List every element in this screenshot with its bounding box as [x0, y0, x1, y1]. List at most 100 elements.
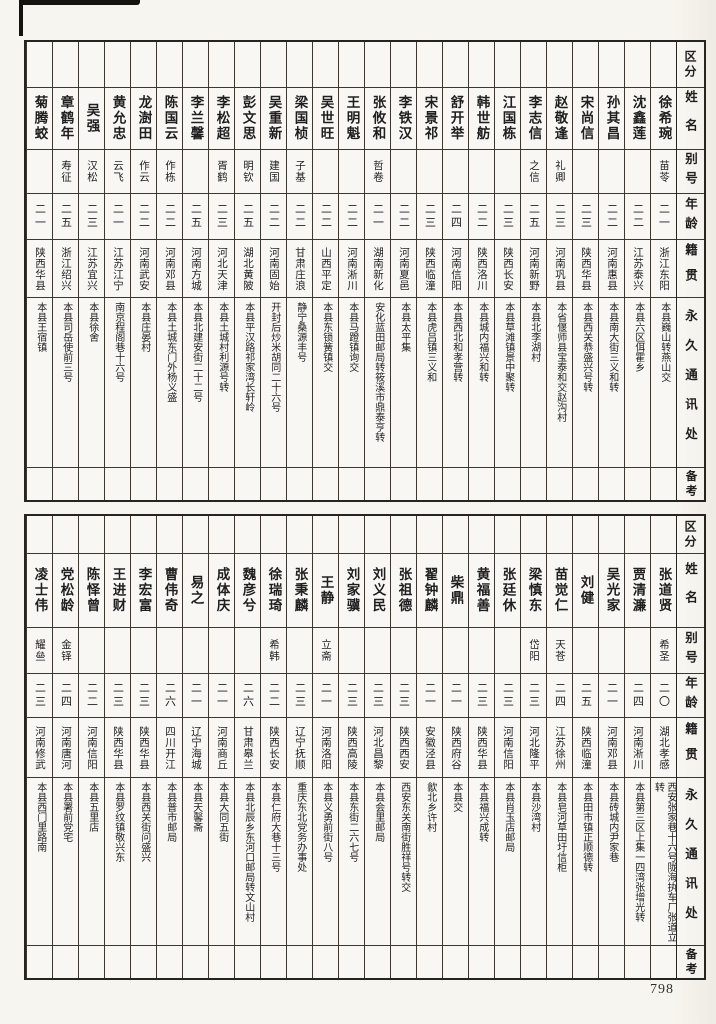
alias-cell [417, 628, 442, 674]
remark-cell [339, 946, 364, 978]
alias-cell: 耀亝 [27, 628, 52, 674]
category-cell [573, 516, 598, 554]
person-column: 张秉麟 二三 辽宁抚顺 重庆东北党务办事处 [286, 516, 312, 978]
category-cell [79, 516, 104, 554]
remark-cell [495, 468, 520, 500]
name-cell: 徐希琬 [651, 88, 676, 150]
name-cell: 韩世舫 [469, 88, 494, 150]
scan-artifact-left [19, 0, 23, 36]
address-cell: 本县砖城内尹家巷 [599, 778, 624, 946]
category-cell [313, 516, 338, 554]
remark-cell [313, 468, 338, 500]
address-cell: 本县司岳使前三号 [53, 298, 78, 468]
origin-cell: 陕西华县 [131, 718, 156, 778]
person-column: 梁国桢 子基 二二 甘肃庄浪 静宁桑源丰号 [286, 42, 312, 500]
address-cell: 本县马蹬镇询交 [339, 298, 364, 468]
age-cell: 二四 [625, 674, 650, 718]
alias-cell: 云飞 [105, 150, 130, 194]
category-cell [261, 42, 286, 88]
origin-cell: 湖北黄陂 [235, 240, 260, 298]
name-cell: 张道贤 [651, 554, 676, 628]
remark-cell [53, 468, 78, 500]
alias-cell: 寿征 [53, 150, 78, 194]
remark-cell [27, 468, 52, 500]
person-column: 菊腾蛟 二一 陕西华县 本县王宿镇 [26, 42, 52, 500]
alias-cell: 作栋 [157, 150, 182, 194]
origin-cell: 陕西华县 [573, 240, 598, 298]
age-cell: 二三 [573, 194, 598, 240]
name-cell: 张秉麟 [287, 554, 312, 628]
alias-cell: 希圣 [651, 628, 676, 674]
registry-table-lower: 区分 姓名 别号 年龄 籍贯 永久通讯处 备考 张道贤 希圣 二〇 湖北孝感 西安张家巷… [24, 514, 706, 980]
age-cell: 二六 [235, 674, 260, 718]
category-cell [625, 42, 650, 88]
age-cell: 二二 [339, 194, 364, 240]
alias-cell: 立斋 [313, 628, 338, 674]
category-cell [235, 42, 260, 88]
alias-cell [469, 150, 494, 194]
remark-cell [469, 468, 494, 500]
age-cell: 二一 [417, 674, 442, 718]
address-cell: 本县城内福兴和转 [469, 298, 494, 468]
origin-cell: 河南方城 [183, 240, 208, 298]
origin-cell: 河南固始 [261, 240, 286, 298]
age-cell: 二一 [365, 194, 390, 240]
origin-cell: 河南邓县 [599, 718, 624, 778]
address-cell: 本县东锁簧镇交 [313, 298, 338, 468]
category-cell [651, 42, 676, 88]
remark-cell [365, 468, 390, 500]
category-cell [287, 42, 312, 88]
name-cell: 王静 [313, 554, 338, 628]
person-column: 宋尚信 二三 陕西华县 本县西关恭盛兴号转 [572, 42, 598, 500]
age-cell: 二二 [261, 194, 286, 240]
name-cell: 彭文思 [235, 88, 260, 150]
name-cell: 梁国桢 [287, 88, 312, 150]
name-cell: 张廷休 [495, 554, 520, 628]
name-cell: 黄允忠 [105, 88, 130, 150]
address-cell: 本县西门里路南 [27, 778, 52, 946]
header-name: 姓名 [677, 554, 704, 628]
remark-cell [495, 946, 520, 978]
category-cell [521, 42, 546, 88]
age-cell: 二六 [157, 674, 182, 718]
name-cell: 吴光家 [599, 554, 624, 628]
category-cell [339, 42, 364, 88]
origin-cell: 河南巩县 [547, 240, 572, 298]
alias-cell [573, 628, 598, 674]
name-cell: 李松超 [209, 88, 234, 150]
person-column: 李志信 之信 二五 河南新野 本县北李湖村 [520, 42, 546, 500]
origin-cell: 河北隆平 [521, 718, 546, 778]
address-cell: 本县王宿镇 [27, 298, 52, 468]
category-cell [27, 516, 52, 554]
address-cell: 本县肖玉店邮局 [495, 778, 520, 946]
age-cell: 二四 [547, 674, 572, 718]
remark-cell [287, 468, 312, 500]
name-cell: 吴重新 [261, 88, 286, 150]
remark-cell [105, 946, 130, 978]
category-cell [287, 516, 312, 554]
origin-cell: 辽宁海城 [183, 718, 208, 778]
name-cell: 陈国云 [157, 88, 182, 150]
age-cell: 二五 [235, 194, 260, 240]
alias-cell: 苗苓 [651, 150, 676, 194]
age-cell: 二二 [157, 194, 182, 240]
age-cell: 二〇 [651, 674, 676, 718]
alias-cell [313, 150, 338, 194]
person-column: 张攸和 哲卷 二一 湖南新化 安化蓝田邮局转筱溪市鼎泰亨转 [364, 42, 390, 500]
origin-cell: 陕西西安 [391, 718, 416, 778]
alias-cell [287, 628, 312, 674]
origin-cell: 河南淅川 [339, 240, 364, 298]
origin-cell: 陕西高陵 [339, 718, 364, 778]
person-column: 李宏富 二三 陕西华县 本县西关街问盛兴 [130, 516, 156, 978]
person-column: 吴重新 建国 二二 河南固始 开封后炒米胡同二十六号 [260, 42, 286, 500]
category-cell [573, 42, 598, 88]
remark-cell [209, 468, 234, 500]
remark-cell [157, 946, 182, 978]
remark-cell [131, 946, 156, 978]
person-column: 黄福善 二三 陕西华县 本县福兴成转 [468, 516, 494, 978]
address-cell: 本县土城东门外杨义盛 [157, 298, 182, 468]
origin-cell: 河北昌黎 [365, 718, 390, 778]
name-cell: 刘义民 [365, 554, 390, 628]
origin-cell: 河南信阳 [443, 240, 468, 298]
name-cell: 徐瑞琦 [261, 554, 286, 628]
